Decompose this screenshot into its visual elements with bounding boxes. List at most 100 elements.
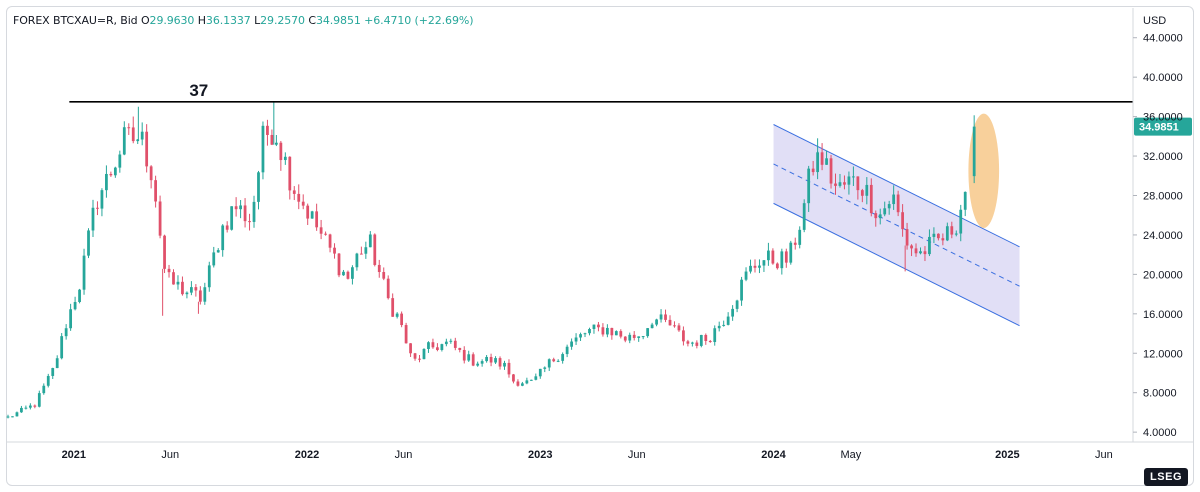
candle-body (368, 234, 372, 248)
channel-lower-line (773, 202, 1020, 327)
candle-body (503, 362, 506, 367)
candle-body (105, 173, 108, 191)
candle-body (556, 360, 560, 362)
candle-body (668, 319, 672, 326)
low-label: L (254, 14, 261, 27)
candle-body (941, 238, 945, 241)
x-tick-label: Jun (628, 449, 646, 461)
high-value: 36.1337 (205, 14, 251, 27)
candle-body (659, 314, 663, 320)
candle-body (623, 336, 627, 341)
candle-body (185, 292, 189, 295)
candle-body (762, 260, 766, 266)
candle-body (96, 207, 99, 209)
candle-body (521, 383, 524, 386)
candle-body (413, 353, 417, 359)
candle-body (722, 324, 726, 326)
candle-body (476, 363, 480, 366)
candle-body (274, 142, 278, 145)
candle-body (664, 314, 667, 320)
y-tick-label: 16.0000 (1143, 309, 1183, 321)
channel-upper-line (773, 124, 1020, 248)
candle-body (319, 227, 323, 234)
high-label: H (197, 14, 206, 27)
candle-body (717, 325, 721, 329)
candle-body (852, 176, 855, 178)
candle-body (270, 134, 274, 145)
candle-body (726, 316, 730, 325)
candle-body (315, 211, 319, 228)
candle-body (919, 251, 922, 254)
candle-body (471, 354, 475, 366)
candle-body (60, 336, 64, 359)
candle-body (954, 233, 958, 235)
candle-body (834, 183, 837, 186)
candle-body (140, 131, 144, 140)
candle-body (923, 251, 927, 255)
candle-body (632, 334, 636, 338)
candle-body (377, 264, 381, 273)
candle-body (342, 271, 345, 276)
candle-body (820, 152, 824, 165)
open-value: 29.9630 (149, 14, 195, 27)
candle-body (458, 347, 462, 350)
candle-body (87, 230, 90, 256)
candle-body (257, 172, 260, 202)
close-label: C (308, 14, 316, 27)
candle-body (355, 253, 359, 268)
candle-body (494, 358, 497, 363)
candle-body (203, 287, 207, 302)
candle-body (784, 251, 788, 263)
candle-body (181, 281, 184, 295)
y-tick-label: 44.0000 (1143, 33, 1183, 45)
candle-body (261, 125, 265, 173)
candle-body (775, 263, 779, 269)
candle-body (843, 182, 846, 185)
candle-body (731, 308, 735, 317)
candle-body (959, 209, 963, 234)
candle-body (176, 281, 180, 285)
candle-body (28, 405, 32, 408)
candle-body (266, 125, 269, 135)
candle-body (346, 271, 350, 279)
candle-body (324, 233, 327, 235)
candle-body (749, 265, 752, 272)
candle-body (20, 407, 23, 413)
candle-body (78, 289, 81, 303)
low-value: 29.2570 (260, 14, 305, 27)
overlay-layer: 37 34.9851 (69, 81, 1192, 136)
candle-body (69, 309, 73, 329)
candle-body (538, 368, 542, 377)
candle-body (856, 176, 860, 191)
open-label: O (140, 14, 150, 27)
candle-body (802, 203, 806, 230)
candle-body (561, 354, 565, 361)
lseg-logo: LSEG (1144, 468, 1188, 486)
candle-body (113, 167, 117, 176)
candle-body (24, 407, 28, 409)
x-tick-label: 2025 (995, 449, 1019, 461)
candles-layer (6, 101, 976, 419)
candle-body (547, 359, 551, 368)
candle-body (297, 193, 301, 202)
candle-body (789, 242, 793, 263)
candle-body (758, 265, 761, 268)
candle-body (453, 340, 457, 348)
candle-body (905, 229, 909, 246)
candle-body (207, 265, 211, 288)
lseg-logo-text: LSEG (1150, 471, 1182, 483)
candle-body (592, 324, 596, 329)
candle-body (963, 191, 967, 210)
candle-body (11, 416, 14, 418)
candle-body (149, 166, 153, 181)
candle-body (811, 168, 815, 173)
candle-body (646, 328, 650, 337)
candle-body (677, 325, 681, 331)
candle-body (498, 358, 502, 367)
candle-body (351, 267, 354, 279)
candle-body (767, 250, 770, 261)
last-candle-body (972, 126, 976, 177)
candle-body (198, 290, 202, 302)
candle-body (163, 235, 166, 269)
